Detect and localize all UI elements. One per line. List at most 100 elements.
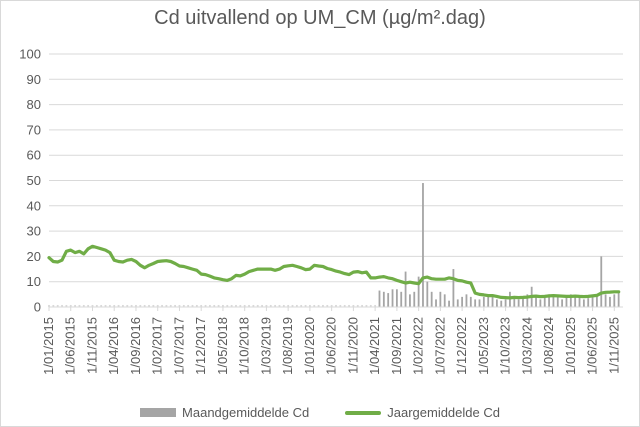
monthly-bar bbox=[404, 271, 407, 307]
y-tick-label: 40 bbox=[27, 198, 41, 213]
legend-item-monthly: Maandgemiddelde Cd bbox=[140, 405, 309, 420]
monthly-bar bbox=[452, 269, 455, 307]
monthly-bar bbox=[413, 291, 416, 307]
baseline-bar bbox=[343, 304, 346, 307]
monthly-bar bbox=[526, 294, 529, 307]
baseline-bar bbox=[304, 304, 307, 307]
baseline-bar bbox=[317, 304, 320, 307]
monthly-bar bbox=[539, 299, 542, 307]
baseline-bar bbox=[91, 304, 94, 307]
baseline-bar bbox=[200, 304, 203, 307]
legend-swatch-monthly bbox=[140, 408, 177, 417]
monthly-bar bbox=[456, 299, 459, 307]
baseline-bar bbox=[152, 304, 155, 307]
monthly-bar bbox=[391, 289, 394, 307]
baseline-bar bbox=[326, 304, 329, 307]
monthly-bar bbox=[504, 299, 507, 307]
baseline-bar bbox=[56, 304, 59, 307]
monthly-bar bbox=[422, 183, 424, 307]
monthly-bar bbox=[443, 294, 446, 307]
monthly-bar bbox=[482, 296, 485, 307]
x-tick-label: 1/08/2024 bbox=[541, 317, 556, 375]
monthly-bar bbox=[522, 296, 524, 307]
x-tick-label: 1/05/2023 bbox=[476, 317, 491, 375]
baseline-bar bbox=[322, 304, 324, 307]
monthly-bar bbox=[617, 291, 620, 307]
x-tick-label: 1/09/2016 bbox=[128, 317, 143, 375]
monthly-bar bbox=[417, 276, 420, 307]
monthly-bar bbox=[552, 294, 555, 307]
x-tick-label: 1/11/2015 bbox=[84, 317, 99, 374]
monthly-bar bbox=[469, 296, 472, 307]
baseline-bar bbox=[374, 304, 377, 307]
monthly-bar bbox=[487, 295, 490, 307]
baseline-bar bbox=[330, 304, 333, 307]
baseline-bar bbox=[108, 304, 111, 307]
baseline-bar bbox=[208, 304, 211, 307]
monthly-bar bbox=[409, 294, 411, 307]
x-tick-label: 1/06/2025 bbox=[585, 317, 600, 375]
y-tick-label: 70 bbox=[27, 122, 41, 137]
x-tick-label: 1/03/2019 bbox=[258, 317, 273, 375]
baseline-bar bbox=[122, 304, 124, 307]
baseline-bar bbox=[78, 304, 81, 307]
baseline-bar bbox=[95, 304, 98, 307]
baseline-bar bbox=[282, 304, 285, 307]
monthly-bar bbox=[395, 289, 398, 307]
baseline-bar bbox=[65, 304, 68, 307]
baseline-bar bbox=[204, 304, 207, 307]
monthly-bar bbox=[604, 294, 607, 307]
monthly-bar bbox=[609, 296, 611, 307]
baseline-bar bbox=[148, 304, 150, 307]
x-tick-label: 1/04/2016 bbox=[106, 317, 121, 375]
baseline-bar bbox=[274, 304, 277, 307]
baseline-bar bbox=[126, 304, 129, 307]
baseline-bar bbox=[261, 304, 263, 307]
baseline-bar bbox=[195, 304, 198, 307]
x-tick-label: 1/06/2020 bbox=[324, 317, 339, 375]
baseline-bar bbox=[135, 304, 137, 307]
monthly-bar bbox=[387, 293, 390, 307]
monthly-bar bbox=[600, 256, 603, 307]
monthly-bar bbox=[596, 296, 598, 307]
x-tick-label: 1/08/2019 bbox=[280, 317, 295, 375]
baseline-bar bbox=[365, 304, 368, 307]
baseline-bar bbox=[356, 304, 359, 307]
baseline-bar bbox=[169, 304, 172, 307]
baseline-bar bbox=[287, 304, 290, 307]
monthly-bar bbox=[574, 296, 577, 307]
baseline-bar bbox=[361, 304, 363, 307]
y-tick-label: 50 bbox=[27, 173, 41, 188]
x-tick-label: 1/12/2017 bbox=[193, 317, 208, 375]
baseline-bar bbox=[256, 304, 259, 307]
baseline-bar bbox=[252, 304, 255, 307]
legend-label-monthly: Maandgemiddelde Cd bbox=[182, 405, 310, 420]
y-tick-label: 20 bbox=[27, 249, 41, 264]
baseline-bar bbox=[104, 304, 107, 307]
baseline-bar bbox=[295, 304, 298, 307]
x-tick-label: 1/03/2024 bbox=[519, 317, 534, 375]
baseline-bar bbox=[130, 304, 133, 307]
x-tick-label: 1/04/2021 bbox=[367, 317, 382, 375]
baseline-bar bbox=[87, 304, 90, 307]
baseline-bar bbox=[352, 304, 355, 307]
baseline-bar bbox=[191, 304, 194, 307]
monthly-bar bbox=[587, 298, 590, 307]
baseline-bar bbox=[48, 304, 50, 307]
baseline-bar bbox=[348, 304, 350, 307]
baseline-bar bbox=[265, 304, 268, 307]
monthly-bar bbox=[565, 296, 568, 307]
monthly-bar bbox=[543, 296, 546, 307]
x-tick-label: 1/05/2018 bbox=[215, 317, 230, 375]
monthly-bar bbox=[474, 299, 477, 307]
x-tick-label: 1/09/2021 bbox=[389, 317, 404, 375]
y-tick-label: 0 bbox=[34, 300, 41, 315]
monthly-bar bbox=[378, 290, 381, 307]
baseline-bar bbox=[69, 304, 72, 307]
baseline-bar bbox=[174, 304, 177, 307]
monthly-bar bbox=[461, 296, 464, 307]
baseline-bar bbox=[313, 304, 316, 307]
x-tick-label: 1/10/2023 bbox=[498, 317, 513, 375]
baseline-bar bbox=[309, 304, 311, 307]
